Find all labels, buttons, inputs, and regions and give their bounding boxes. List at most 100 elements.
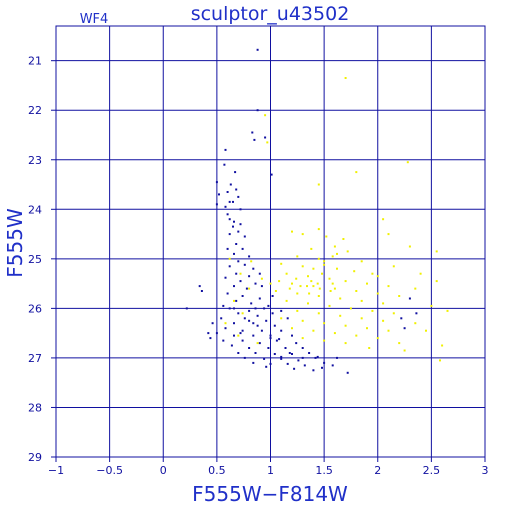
data-point-series-0 — [241, 339, 244, 342]
data-point-series-0 — [254, 282, 257, 285]
x-tick-label: 0.5 — [208, 464, 226, 477]
data-point-series-0 — [248, 309, 251, 312]
data-point-series-1 — [387, 285, 390, 288]
data-point-series-1 — [329, 290, 332, 292]
data-point-series-1 — [317, 183, 320, 186]
data-point-series-1 — [342, 238, 345, 240]
data-point-series-0 — [200, 290, 203, 292]
data-point-series-0 — [235, 188, 238, 191]
data-point-series-1 — [307, 275, 309, 278]
data-point-series-0 — [241, 247, 244, 250]
data-point-series-0 — [275, 339, 278, 342]
data-point-series-0 — [314, 356, 317, 359]
data-point-series-1 — [291, 230, 293, 233]
data-point-series-1 — [430, 304, 433, 307]
data-point-series-1 — [360, 317, 363, 320]
data-point-series-1 — [331, 255, 334, 258]
data-point-series-0 — [278, 338, 281, 341]
data-point-series-0 — [209, 337, 212, 340]
data-point-series-1 — [398, 295, 401, 297]
data-point-series-1 — [317, 257, 320, 260]
data-point-series-1 — [333, 332, 336, 335]
data-point-series-0 — [316, 355, 319, 358]
data-point-series-1 — [278, 280, 281, 283]
data-point-series-0 — [228, 233, 231, 236]
data-point-series-1 — [355, 171, 358, 174]
data-point-series-0 — [280, 357, 283, 360]
data-point-series-1 — [301, 337, 304, 340]
data-point-series-0 — [408, 297, 411, 300]
data-point-series-0 — [258, 297, 261, 300]
y-tick-label: 29 — [28, 451, 42, 464]
data-point-series-0 — [248, 347, 251, 349]
data-point-series-1 — [382, 319, 385, 322]
data-point-series-1 — [328, 304, 331, 307]
data-point-series-0 — [251, 131, 254, 134]
data-point-series-1 — [274, 290, 277, 292]
data-point-series-1 — [321, 272, 323, 275]
data-point-series-1 — [264, 114, 267, 117]
data-point-series-0 — [258, 342, 261, 345]
plot-frame — [55, 25, 486, 458]
data-point-series-0 — [228, 200, 231, 203]
x-axis-label: F555W−F814W — [192, 482, 348, 506]
data-point-series-0 — [280, 329, 283, 332]
data-point-series-1 — [392, 265, 395, 268]
data-point-series-0 — [215, 203, 218, 206]
data-point-series-1 — [435, 250, 438, 253]
data-point-series-0 — [252, 361, 255, 364]
data-point-series-1 — [336, 252, 338, 255]
data-point-series-1 — [360, 299, 363, 302]
data-point-series-1 — [241, 312, 244, 315]
data-point-series-1 — [239, 272, 242, 275]
data-point-series-0 — [286, 317, 289, 320]
data-point-series-0 — [248, 275, 251, 278]
data-point-series-0 — [331, 364, 334, 367]
data-point-series-0 — [284, 347, 287, 349]
data-point-series-1 — [307, 302, 309, 305]
data-point-series-0 — [226, 213, 229, 216]
data-point-series-0 — [239, 208, 242, 211]
data-point-series-1 — [317, 228, 320, 231]
data-point-series-0 — [230, 344, 233, 347]
data-point-series-1 — [323, 260, 326, 263]
data-point-series-0 — [269, 334, 272, 337]
data-point-series-1 — [224, 322, 227, 325]
data-point-series-0 — [280, 355, 283, 358]
x-tick-label: 3 — [482, 464, 489, 477]
data-point-series-1 — [419, 272, 422, 275]
data-point-series-0 — [235, 272, 238, 275]
data-point-series-0 — [234, 171, 237, 174]
data-point-series-0 — [346, 371, 349, 374]
data-point-series-0 — [223, 163, 226, 166]
data-point-series-1 — [403, 349, 406, 352]
data-point-series-0 — [297, 359, 300, 362]
data-point-series-1 — [323, 339, 326, 342]
data-point-series-0 — [229, 183, 232, 186]
data-point-series-1 — [299, 285, 302, 288]
data-point-series-1 — [312, 285, 315, 288]
data-point-series-1 — [344, 342, 347, 345]
data-point-series-0 — [243, 235, 246, 238]
data-point-series-1 — [301, 319, 304, 322]
data-point-series-1 — [439, 359, 441, 362]
data-point-series-1 — [339, 297, 342, 300]
y-tick-label: 25 — [28, 253, 42, 266]
data-point-series-0 — [415, 312, 418, 315]
data-point-series-0 — [252, 267, 255, 270]
corner-label: WF4 — [80, 12, 109, 27]
data-point-series-0 — [237, 352, 240, 354]
chart-title: sculptor_u43502 — [191, 3, 350, 25]
data-point-series-1 — [306, 285, 308, 288]
y-tick-label: 27 — [28, 352, 42, 365]
data-point-series-1 — [344, 77, 347, 79]
x-tick-label: 1 — [267, 464, 274, 477]
data-point-series-0 — [403, 327, 406, 330]
data-point-series-1 — [323, 322, 326, 325]
data-point-series-1 — [382, 302, 385, 305]
data-point-series-0 — [233, 285, 235, 288]
data-point-series-1 — [296, 309, 299, 312]
data-point-series-0 — [233, 334, 235, 337]
data-point-series-1 — [371, 309, 374, 312]
